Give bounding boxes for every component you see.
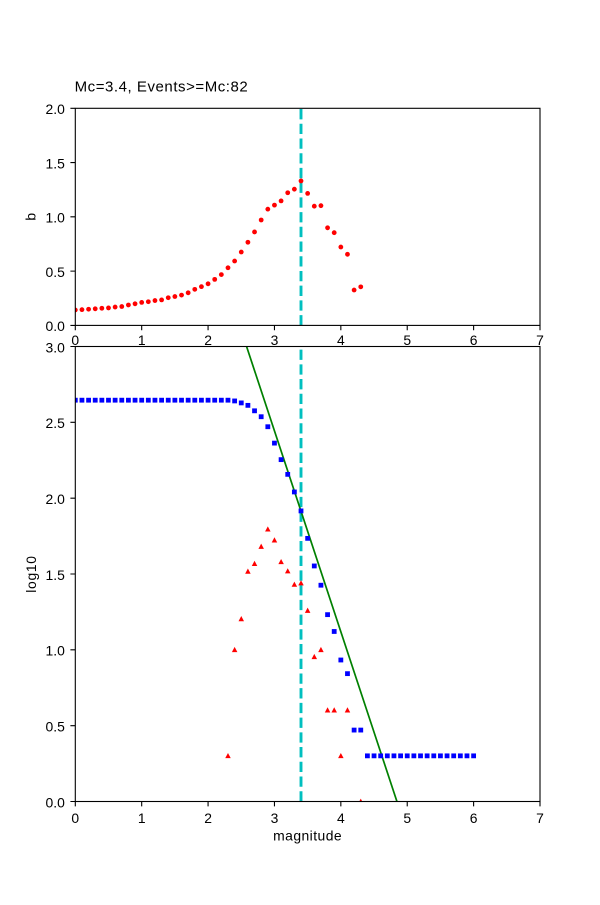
svg-text:3: 3 xyxy=(271,332,279,348)
svg-text:4: 4 xyxy=(337,332,345,348)
svg-text:1.0: 1.0 xyxy=(45,210,65,226)
svg-text:2.5: 2.5 xyxy=(45,415,65,431)
svg-text:2.0: 2.0 xyxy=(45,101,65,117)
svg-text:2: 2 xyxy=(204,810,212,826)
svg-text:3.0: 3.0 xyxy=(45,339,65,355)
svg-text:b: b xyxy=(23,213,39,221)
svg-text:5: 5 xyxy=(403,332,411,348)
svg-text:7: 7 xyxy=(536,810,544,826)
svg-text:2: 2 xyxy=(204,332,212,348)
svg-text:1: 1 xyxy=(138,810,146,826)
svg-text:1.5: 1.5 xyxy=(45,567,65,583)
svg-text:magnitude: magnitude xyxy=(273,828,342,844)
svg-text:4: 4 xyxy=(337,810,345,826)
svg-text:6: 6 xyxy=(470,810,478,826)
svg-text:3: 3 xyxy=(271,810,279,826)
svg-text:0: 0 xyxy=(71,810,79,826)
svg-text:0.0: 0.0 xyxy=(45,794,65,810)
svg-text:0.5: 0.5 xyxy=(45,264,65,280)
svg-text:0.5: 0.5 xyxy=(45,718,65,734)
svg-text:1.0: 1.0 xyxy=(45,643,65,659)
svg-text:log10: log10 xyxy=(23,555,39,593)
svg-text:0.0: 0.0 xyxy=(45,318,65,334)
svg-text:7: 7 xyxy=(536,332,544,348)
svg-text:0: 0 xyxy=(71,332,79,348)
svg-text:5: 5 xyxy=(403,810,411,826)
svg-text:2.0: 2.0 xyxy=(45,491,65,507)
svg-text:Mc=3.4, Events>=Mc:82: Mc=3.4, Events>=Mc:82 xyxy=(75,78,249,95)
svg-text:6: 6 xyxy=(470,332,478,348)
svg-text:1: 1 xyxy=(138,332,146,348)
svg-text:1.5: 1.5 xyxy=(45,155,65,171)
